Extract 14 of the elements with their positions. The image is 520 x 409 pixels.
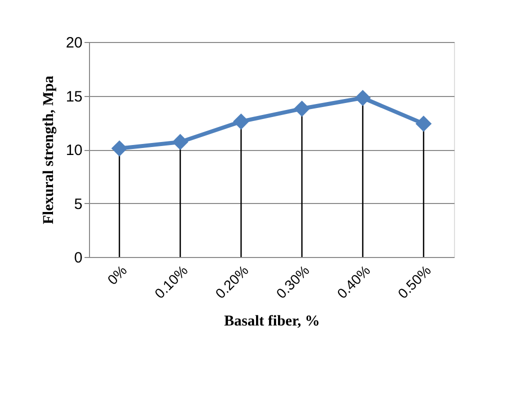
point — [233, 113, 250, 130]
point — [111, 140, 128, 156]
point — [354, 90, 371, 106]
x-axis-title: Basalt fiber, % — [224, 313, 320, 330]
point — [294, 100, 310, 117]
x-tick-label: 0% — [104, 262, 130, 288]
y-tick-label: 5 — [74, 196, 82, 213]
point — [172, 134, 188, 150]
y-tick-label: 10 — [66, 142, 82, 159]
y-tick-label: 0 — [74, 250, 82, 266]
y-tick-label: 15 — [66, 88, 82, 106]
point — [416, 116, 432, 132]
y-tick-label: 20 — [66, 34, 82, 52]
y-axis-title: Flexural strength, Mpa — [40, 75, 57, 224]
